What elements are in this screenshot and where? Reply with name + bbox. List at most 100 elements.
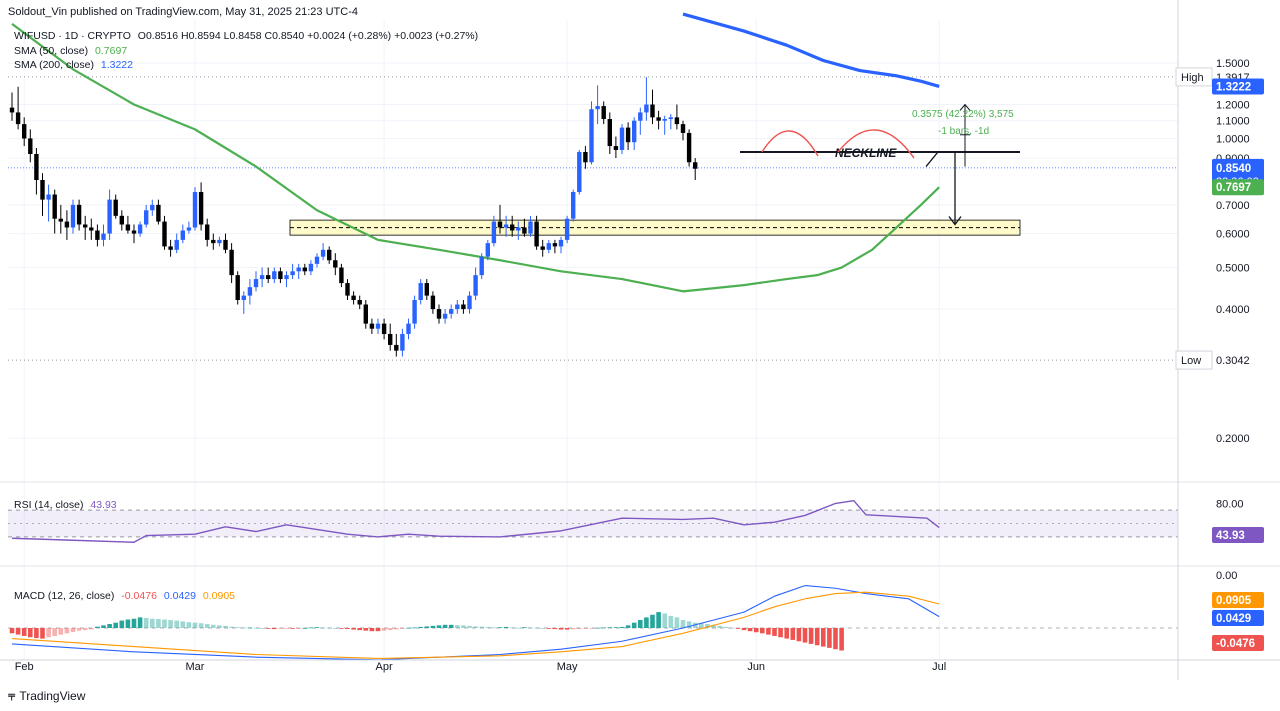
candle-body — [412, 300, 417, 324]
macd-hist-bar — [534, 627, 539, 629]
candle — [339, 263, 344, 288]
candle — [144, 204, 149, 228]
macd-hist-bar — [76, 628, 82, 631]
measure-label-2: -1 bars, -1d — [938, 126, 989, 137]
macd-hist-value: 0.0905 — [202, 590, 236, 602]
macd-hist-bar — [516, 627, 521, 629]
rsi-label: RSI (14, close) — [14, 499, 84, 511]
published-by: Soldout_Vin published on TradingView.com… — [8, 6, 358, 18]
candle — [455, 300, 460, 314]
candle-body — [577, 151, 582, 193]
candle — [211, 233, 216, 250]
macd-hist-bar — [570, 628, 576, 630]
tradingview-brand: ⫧ TradingView — [8, 688, 85, 704]
candle — [28, 129, 33, 163]
candle — [412, 295, 417, 329]
macd-hist-bar — [400, 628, 405, 629]
macd-hist-bar — [192, 622, 198, 628]
candle — [113, 194, 118, 219]
low-label-box — [1175, 350, 1213, 370]
candle-body — [662, 119, 667, 121]
candle-body — [107, 199, 112, 234]
candle — [198, 182, 204, 231]
macd-hist-bar — [198, 623, 204, 628]
macd-hist-bar — [15, 628, 21, 635]
macd-hist-bar — [387, 628, 393, 631]
candle — [180, 224, 185, 244]
candle-body — [546, 243, 551, 250]
candle — [174, 233, 179, 254]
candle-body — [174, 239, 179, 250]
candle-body — [363, 304, 368, 324]
candle — [308, 260, 314, 276]
candle-body — [333, 260, 338, 268]
macd-hist-bar — [455, 625, 460, 628]
candle — [369, 318, 375, 334]
candle-body — [15, 112, 21, 125]
macd-hist-bar — [296, 628, 301, 629]
candle-body — [430, 295, 436, 310]
badge-sma200-box — [1212, 78, 1264, 95]
macd-hist-bar — [485, 626, 491, 628]
macd-hist-bar — [40, 628, 45, 639]
macd-hist-bar — [9, 628, 15, 634]
candle — [601, 101, 606, 125]
candle-body — [58, 218, 63, 222]
candle-body — [357, 300, 362, 305]
macd-hist-bar — [705, 624, 710, 628]
rsi-pane: 80.00 — [8, 498, 1244, 543]
candle-body — [680, 124, 686, 133]
candle-body — [150, 204, 155, 211]
candle-body — [619, 127, 625, 150]
candle — [241, 291, 246, 314]
macd-hist-bar — [430, 625, 436, 628]
macd-hist-bar — [34, 628, 39, 639]
macd-hist-bar — [308, 627, 314, 629]
macd-hist-bar — [143, 617, 149, 628]
macd-hist-bar — [137, 617, 143, 628]
candle-body — [491, 221, 497, 244]
candle-body — [137, 224, 143, 234]
candle — [680, 120, 686, 141]
candle — [540, 239, 545, 257]
macd-hist-bar — [747, 628, 753, 632]
sma50-value: 0.7697 — [95, 45, 128, 57]
macd-hist-bar — [796, 628, 802, 642]
macd-hist-bar — [107, 624, 112, 628]
rsi-path — [11, 500, 940, 543]
macd-hist-bar — [577, 628, 582, 630]
macd-hist-bar — [265, 628, 271, 629]
candle-body — [650, 104, 655, 118]
macd-hist-bar — [821, 628, 826, 647]
macd-hist-bar — [497, 627, 503, 629]
candle — [497, 204, 503, 234]
candle — [552, 239, 558, 254]
candle — [430, 291, 436, 314]
candle — [168, 239, 173, 257]
macd-hist-bar — [259, 628, 265, 629]
macd-hist-bar — [278, 628, 283, 629]
candle-body — [235, 275, 240, 301]
macd-hist-bar — [363, 628, 369, 631]
candle — [131, 224, 137, 244]
candle-body — [40, 180, 45, 200]
candle — [564, 215, 570, 244]
candle-body — [131, 230, 137, 234]
macd-hist-bar — [662, 613, 667, 628]
candle-body — [424, 283, 429, 296]
macd-hist-bar — [229, 626, 234, 628]
badge-macd-box — [1212, 635, 1264, 651]
candle-body — [70, 204, 76, 228]
candle-body — [217, 239, 222, 244]
candle — [607, 112, 612, 154]
candle-body — [241, 295, 246, 301]
sma200-value: 1.3222 — [100, 59, 133, 71]
candle-body — [461, 304, 466, 310]
macd-hist-bar — [613, 627, 619, 629]
candle — [34, 148, 39, 195]
candle — [290, 263, 295, 280]
macd-hist-bar — [766, 628, 771, 635]
candle-body — [375, 323, 381, 329]
candle-body — [229, 249, 234, 276]
